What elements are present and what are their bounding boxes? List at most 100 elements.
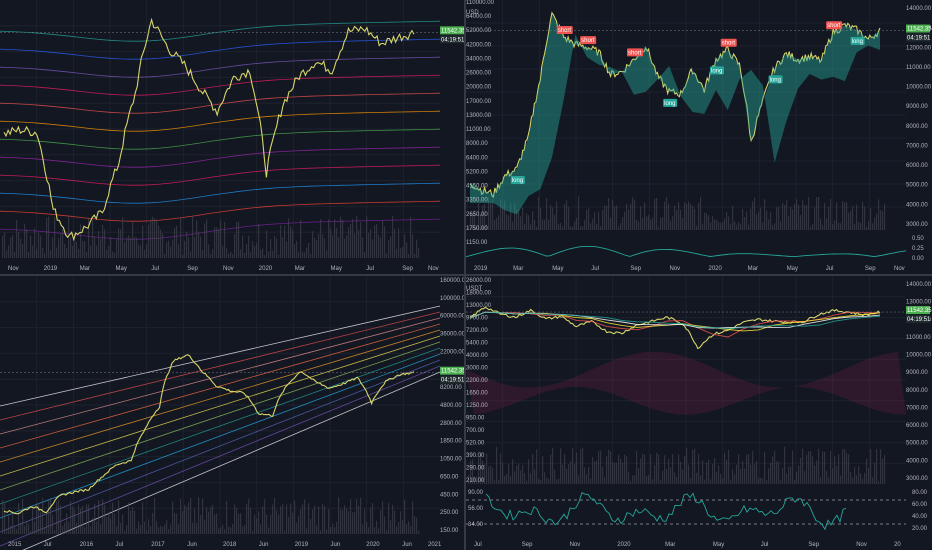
volume-bar	[68, 522, 70, 534]
short-signal-label: short	[581, 38, 595, 44]
price-line	[3, 17, 415, 242]
right-axis-tick-label: 9000.00	[906, 104, 928, 110]
volume-bar	[214, 226, 216, 258]
volume-bar	[328, 219, 330, 258]
time-badge-value: 04:19:51	[441, 37, 464, 43]
x-axis-tick-label: Mar	[80, 266, 90, 272]
price-line	[469, 306, 881, 350]
volume-bar	[510, 476, 512, 484]
volume-bar	[796, 199, 798, 230]
volume-bar	[106, 517, 108, 534]
volume-bar	[196, 523, 198, 534]
volume-bar	[120, 522, 122, 534]
channel-line	[0, 347, 441, 505]
volume-bar	[370, 507, 372, 534]
y-axis-tick-label: 100000.00	[440, 296, 464, 302]
chart-top-left[interactable]: Nov 2019 Mar May Jul Sep Nov 2020 Mar May Jul Sep No…	[0, 0, 464, 274]
volume-bar	[732, 469, 734, 484]
volume-bar	[634, 474, 636, 484]
volume-bar	[660, 479, 662, 484]
volume-bar	[140, 245, 142, 258]
volume-bar	[92, 219, 94, 258]
chart-bottom-right[interactable]: 90.00 56.00 34.00 80.00 60.00 40.00 20.00 Jul Se…	[466, 276, 932, 550]
volume-bar	[184, 504, 186, 534]
volume-bar	[204, 223, 206, 258]
volume-bar	[182, 510, 184, 534]
volume-bar	[682, 217, 684, 230]
volume-bar	[592, 457, 594, 484]
volume-bar	[814, 207, 816, 230]
volume-bar	[482, 205, 484, 230]
volume-bar	[868, 467, 870, 484]
chart-bottom-left[interactable]: 2015 Jul 2016 Jul 2017 Jun 2018 Jun 2019 Jun 2020 J…	[0, 276, 464, 550]
volume-bar	[884, 455, 886, 484]
volume-bar	[584, 467, 586, 484]
horizontal-divider[interactable]	[0, 274, 932, 276]
volume-bar	[352, 512, 354, 534]
volume-bar	[338, 236, 340, 258]
channel-line	[0, 335, 441, 477]
y-axis-tick-label: 60000.00	[440, 314, 464, 320]
trend-ribbon	[470, 14, 880, 215]
volume-bar	[402, 520, 404, 534]
volume-bar	[146, 530, 148, 534]
short-signal-badge	[826, 21, 843, 30]
x-axis-tick-label: Jul	[44, 542, 52, 548]
volume-bar	[132, 506, 134, 534]
volume-bar	[354, 512, 356, 534]
volume-bar	[666, 196, 668, 230]
volume-bar	[262, 506, 264, 534]
volume-bar	[140, 524, 142, 534]
volume-bar	[754, 197, 756, 230]
channel-line	[22, 371, 441, 550]
chart-top-right[interactable]: short short short short short long long long lon…	[466, 0, 932, 274]
volume-bar	[304, 252, 306, 258]
volume-bar	[392, 215, 394, 258]
volume-bar	[60, 233, 62, 258]
volume-bar	[342, 509, 344, 534]
volume-bar	[174, 227, 176, 258]
x-axis-tick-label: Jul	[591, 266, 599, 272]
volume-bar	[322, 234, 324, 258]
volume-bar	[496, 447, 498, 484]
rsi-left-tick: 34.00	[468, 522, 484, 528]
volume-bar	[640, 458, 642, 484]
volume-bar	[728, 216, 730, 230]
volume-bar	[850, 210, 852, 230]
volume-bar	[90, 526, 92, 534]
volume-bar	[152, 513, 154, 534]
x-axis-tick-label: 2020	[259, 266, 273, 272]
volume-bar	[650, 219, 652, 230]
volume-bar	[768, 468, 770, 484]
volume-bar	[604, 205, 606, 230]
volume-bar	[34, 228, 36, 258]
volume-bar	[278, 514, 280, 534]
volume-bar	[64, 243, 66, 258]
volume-bar	[668, 459, 670, 484]
volume-bar	[288, 516, 290, 534]
volume-bar	[208, 244, 210, 258]
volume-bar	[612, 199, 614, 230]
volume-bar	[4, 503, 6, 534]
volume-bar	[318, 506, 320, 534]
volume-bar	[716, 219, 718, 230]
volume-bar	[364, 508, 366, 534]
volume-bar	[678, 202, 680, 230]
rsi-left-tick: 56.00	[468, 506, 484, 512]
volume-bar	[324, 505, 326, 534]
volume-bar	[470, 460, 472, 484]
volume-bar	[488, 197, 490, 230]
volume-bar	[738, 454, 740, 484]
volume-bar	[396, 248, 398, 258]
volume-bar	[734, 474, 736, 484]
volume-bar	[10, 525, 12, 534]
volume-bar	[854, 224, 856, 230]
short-signal-badge	[627, 48, 643, 57]
y-axis-tick-label: 26000.00	[466, 71, 492, 77]
volume-bar	[746, 454, 748, 484]
volume-bar	[536, 226, 538, 230]
volume-bar	[56, 247, 58, 258]
volume-bar	[410, 525, 412, 534]
volume-bar	[118, 500, 120, 534]
volume-bar	[290, 226, 292, 258]
